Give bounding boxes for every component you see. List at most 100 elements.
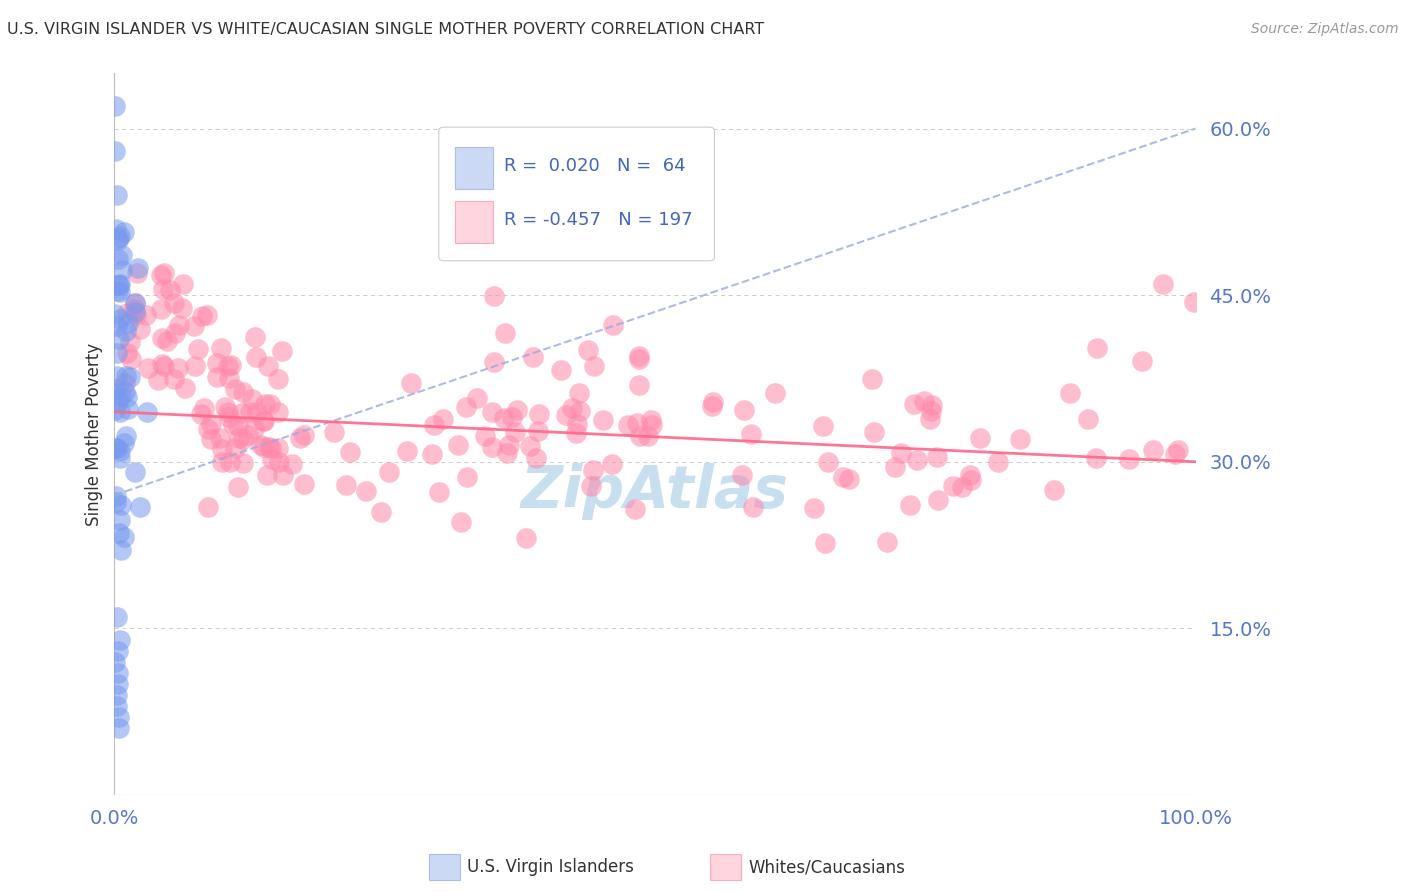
- Point: [163, 326, 186, 340]
- Point: [105, 188, 128, 202]
- Point: [959, 467, 981, 482]
- Point: [110, 311, 132, 326]
- Point: [527, 407, 550, 421]
- Point: [256, 359, 278, 373]
- Point: [104, 386, 127, 401]
- Point: [561, 401, 583, 415]
- Point: [1084, 451, 1107, 466]
- Text: R =  0.020   N =  64: R = 0.020 N = 64: [503, 157, 685, 175]
- Point: [492, 411, 515, 425]
- Point: [267, 455, 290, 469]
- Point: [527, 424, 550, 438]
- Point: [257, 440, 280, 454]
- FancyBboxPatch shape: [439, 128, 714, 260]
- Point: [193, 401, 215, 416]
- Point: [1163, 447, 1185, 461]
- Point: [370, 505, 392, 519]
- Point: [987, 455, 1010, 469]
- Point: [105, 488, 128, 502]
- Point: [112, 435, 135, 450]
- Point: [240, 392, 263, 406]
- Point: [187, 342, 209, 356]
- Point: [243, 330, 266, 344]
- Point: [105, 346, 128, 360]
- Point: [465, 391, 488, 405]
- Point: [226, 419, 249, 434]
- Point: [105, 688, 128, 702]
- Point: [183, 318, 205, 333]
- Point: [217, 405, 239, 419]
- Point: [107, 285, 129, 299]
- Point: [209, 431, 232, 445]
- Point: [115, 324, 138, 338]
- Point: [260, 441, 283, 455]
- Point: [107, 722, 129, 736]
- Point: [942, 479, 965, 493]
- Point: [1059, 386, 1081, 401]
- Point: [228, 431, 250, 445]
- Point: [481, 440, 503, 454]
- Point: [104, 99, 127, 113]
- Point: [124, 308, 146, 322]
- Point: [115, 429, 138, 443]
- Point: [129, 322, 152, 336]
- Point: [124, 465, 146, 479]
- Point: [219, 358, 242, 372]
- Point: [124, 296, 146, 310]
- Point: [219, 455, 242, 469]
- Point: [197, 500, 219, 514]
- Point: [112, 225, 135, 239]
- Point: [105, 494, 128, 508]
- Point: [183, 359, 205, 373]
- Point: [170, 301, 193, 315]
- Point: [814, 535, 837, 549]
- Point: [482, 289, 505, 303]
- Point: [950, 480, 973, 494]
- Point: [579, 479, 602, 493]
- Point: [838, 472, 860, 486]
- Point: [163, 372, 186, 386]
- Point: [114, 369, 136, 384]
- Point: [209, 342, 232, 356]
- Point: [354, 483, 377, 498]
- Point: [115, 390, 138, 404]
- Point: [107, 665, 129, 680]
- Point: [898, 498, 921, 512]
- Point: [197, 422, 219, 436]
- Point: [118, 335, 141, 350]
- Point: [423, 417, 446, 432]
- Point: [811, 418, 834, 433]
- Point: [127, 260, 149, 275]
- Point: [420, 447, 443, 461]
- Point: [107, 230, 129, 244]
- Point: [266, 372, 288, 386]
- Point: [565, 417, 588, 431]
- Point: [224, 442, 246, 456]
- Point: [211, 455, 233, 469]
- Point: [117, 316, 139, 330]
- Point: [554, 408, 576, 422]
- Point: [582, 463, 605, 477]
- Point: [150, 268, 173, 283]
- Point: [246, 405, 269, 419]
- Point: [152, 281, 174, 295]
- Point: [129, 500, 152, 514]
- Point: [501, 409, 523, 424]
- Text: R = -0.457   N = 197: R = -0.457 N = 197: [503, 211, 692, 229]
- Point: [503, 425, 526, 439]
- Y-axis label: Single Mother Poverty: Single Mother Poverty: [86, 343, 103, 525]
- Point: [120, 352, 142, 367]
- Point: [107, 233, 129, 247]
- Point: [200, 417, 222, 431]
- Point: [626, 416, 648, 430]
- Point: [432, 412, 454, 426]
- Point: [110, 498, 132, 512]
- Point: [107, 525, 129, 540]
- Point: [522, 350, 544, 364]
- Point: [803, 501, 825, 516]
- Point: [172, 277, 194, 291]
- Point: [105, 699, 128, 714]
- Point: [108, 451, 131, 466]
- Point: [120, 369, 142, 384]
- Point: [602, 457, 624, 471]
